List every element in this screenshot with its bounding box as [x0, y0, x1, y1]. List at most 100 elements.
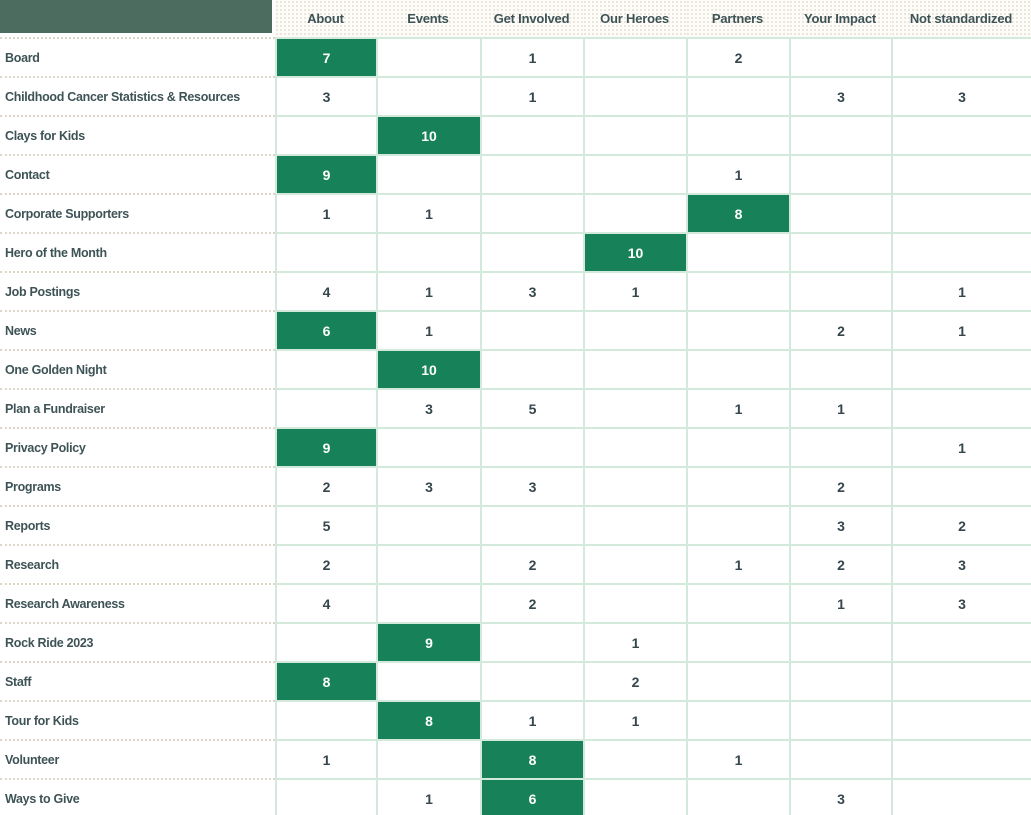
matrix-cell: 1: [891, 271, 1031, 310]
matrix-cell: 2: [686, 37, 789, 76]
matrix-cell: [686, 505, 789, 544]
matrix-cell: [376, 37, 480, 76]
matrix-cell: 3: [376, 388, 480, 427]
row-label-childhood-cancer-statistics-resources: Childhood Cancer Statistics & Resources: [0, 76, 275, 115]
row-label-staff: Staff: [0, 661, 275, 700]
row-label-programs: Programs: [0, 466, 275, 505]
matrix-cell: 1: [686, 739, 789, 778]
matrix-cell: 3: [891, 76, 1031, 115]
corner-block: [0, 0, 272, 33]
matrix-cell: 6: [275, 310, 376, 349]
matrix-cell: 1: [275, 193, 376, 232]
matrix-cell: [480, 193, 583, 232]
matrix-cell: [376, 739, 480, 778]
matrix-cell: [583, 583, 686, 622]
matrix-cell: 2: [480, 583, 583, 622]
matrix-cell: [891, 661, 1031, 700]
row-label-clays-for-kids: Clays for Kids: [0, 115, 275, 154]
matrix-cell: 1: [686, 154, 789, 193]
matrix-cell: [686, 661, 789, 700]
matrix-cell: 1: [789, 388, 891, 427]
matrix-cell: [789, 661, 891, 700]
matrix-cell: 9: [275, 154, 376, 193]
matrix-cell: [480, 115, 583, 154]
matrix-cell: [789, 427, 891, 466]
matrix-cell: [891, 700, 1031, 739]
matrix-cell: [686, 466, 789, 505]
matrix-cell: [583, 349, 686, 388]
row-label-corporate-supporters: Corporate Supporters: [0, 193, 275, 232]
matrix-cell: [376, 76, 480, 115]
matrix-cell: 1: [789, 583, 891, 622]
row-label-ways-to-give: Ways to Give: [0, 778, 275, 815]
matrix-cell: [583, 37, 686, 76]
matrix-cell: 3: [480, 466, 583, 505]
matrix-cell: [789, 700, 891, 739]
matrix-cell: 1: [686, 544, 789, 583]
matrix-cell: 2: [789, 544, 891, 583]
matrix-cell: [789, 154, 891, 193]
matrix-cell: [275, 115, 376, 154]
matrix-cell: 7: [275, 37, 376, 76]
matrix-cell: 1: [583, 271, 686, 310]
row-label-job-postings: Job Postings: [0, 271, 275, 310]
matrix-cell: [789, 622, 891, 661]
matrix-cell: [275, 232, 376, 271]
column-header-about: About: [275, 0, 376, 37]
matrix-cell: 10: [376, 349, 480, 388]
matrix-cell: [686, 115, 789, 154]
matrix-cell: 8: [275, 661, 376, 700]
matrix-cell: [686, 349, 789, 388]
matrix-cell: [891, 37, 1031, 76]
matrix-cell: 6: [480, 778, 583, 815]
matrix-cell: 3: [789, 505, 891, 544]
matrix-cell: [686, 427, 789, 466]
matrix-cell: [275, 778, 376, 815]
matrix-cell: [891, 154, 1031, 193]
matrix-cell: [789, 37, 891, 76]
matrix-cell: 1: [480, 76, 583, 115]
matrix-cell: [891, 739, 1031, 778]
matrix-cell: 8: [376, 700, 480, 739]
matrix-cell: [583, 154, 686, 193]
row-label-research: Research: [0, 544, 275, 583]
row-label-tour-for-kids: Tour for Kids: [0, 700, 275, 739]
matrix-cell: 3: [789, 778, 891, 815]
matrix-cell: 2: [275, 544, 376, 583]
matrix-cell: 3: [891, 544, 1031, 583]
matrix-cell: 5: [275, 505, 376, 544]
matrix-cell: 1: [376, 778, 480, 815]
row-label-one-golden-night: One Golden Night: [0, 349, 275, 388]
matrix-cell: 4: [275, 583, 376, 622]
matrix-cell: 2: [789, 466, 891, 505]
matrix-cell: [583, 739, 686, 778]
matrix-cell: [583, 466, 686, 505]
column-header-partners: Partners: [686, 0, 789, 37]
row-label-reports: Reports: [0, 505, 275, 544]
matrix-cell: 4: [275, 271, 376, 310]
matrix-cell: [583, 388, 686, 427]
matrix-cell: 2: [583, 661, 686, 700]
matrix-cell: 1: [891, 310, 1031, 349]
matrix-cell: [891, 193, 1031, 232]
matrix-cell: [686, 583, 789, 622]
matrix-cell: 2: [789, 310, 891, 349]
row-label-board: Board: [0, 37, 275, 76]
column-header-our-heroes: Our Heroes: [583, 0, 686, 37]
column-header-your-impact: Your Impact: [789, 0, 891, 37]
row-label-hero-of-the-month: Hero of the Month: [0, 232, 275, 271]
matrix-cell: [275, 700, 376, 739]
matrix-cell: 8: [480, 739, 583, 778]
matrix-cell: 1: [480, 37, 583, 76]
matrix-cell: [583, 76, 686, 115]
column-header-get-involved: Get Involved: [480, 0, 583, 37]
matrix-cell: 1: [686, 388, 789, 427]
matrix-cell: [376, 505, 480, 544]
row-label-rock-ride-2023: Rock Ride 2023: [0, 622, 275, 661]
matrix-cell: [376, 232, 480, 271]
matrix-cell: [376, 661, 480, 700]
matrix-cell: 9: [376, 622, 480, 661]
matrix-cell: [583, 115, 686, 154]
